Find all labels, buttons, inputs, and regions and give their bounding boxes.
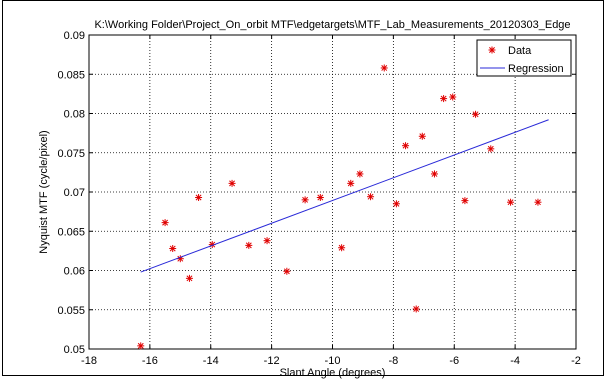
- y-tick-label: 0.065: [57, 226, 85, 238]
- legend-label-data: Data: [508, 45, 532, 57]
- data-point: [169, 245, 177, 253]
- data-point: [472, 110, 480, 118]
- data-point: [430, 170, 438, 178]
- y-tick-label: 0.075: [57, 148, 85, 160]
- legend: Data Regression: [476, 39, 572, 77]
- data-point: [412, 305, 420, 313]
- data-point: [185, 274, 193, 282]
- axis-ticks: -18 -16 -14 -12 -10 -8 -6 -4 -2 0.05 0.055 0.06 0.06…: [57, 30, 580, 367]
- data-point: [245, 241, 253, 249]
- x-tick-label: -8: [388, 355, 398, 367]
- data-point: [534, 198, 542, 206]
- data-point: [380, 64, 388, 72]
- data-point: [283, 267, 291, 275]
- series-layer: [137, 64, 549, 350]
- y-tick-label: 0.06: [64, 266, 85, 278]
- x-axis-label: Slant Angle (degrees): [280, 367, 386, 379]
- y-tick-label: 0.07: [64, 187, 85, 199]
- data-point: [392, 200, 400, 208]
- data-point: [487, 145, 495, 153]
- x-tick-label: -2: [571, 355, 581, 367]
- y-axis-label: Nyquist MTF (cycle/pixel): [38, 130, 50, 253]
- data-point: [316, 193, 324, 201]
- x-tick-label: -12: [264, 355, 280, 367]
- data-point: [338, 244, 346, 252]
- data-point: [440, 95, 448, 103]
- x-tick-label: -16: [142, 355, 158, 367]
- y-tick-label: 0.09: [64, 30, 85, 42]
- x-tick-label: -6: [449, 355, 459, 367]
- data-point: [402, 142, 410, 150]
- regression-line: [140, 119, 549, 273]
- data-point: [347, 179, 355, 187]
- data-point: [356, 170, 364, 178]
- data-point: [263, 237, 271, 245]
- legend-data-marker: [488, 46, 496, 54]
- legend-box: [476, 39, 572, 77]
- data-point: [228, 179, 236, 187]
- legend-label-regression: Regression: [508, 63, 564, 75]
- data-point: [137, 342, 145, 350]
- data-point: [161, 219, 169, 227]
- data-point: [195, 193, 203, 201]
- y-tick-label: 0.055: [57, 305, 85, 317]
- x-tick-label: -18: [81, 355, 97, 367]
- x-tick-label: -14: [203, 355, 219, 367]
- data-point: [461, 197, 469, 205]
- grid-lines: [89, 35, 576, 349]
- data-point: [367, 193, 375, 201]
- chart-title: K:\Working Folder\Project_On_orbit MTF\e…: [94, 19, 570, 31]
- data-point: [418, 132, 426, 140]
- y-tick-label: 0.085: [57, 69, 85, 81]
- data-point: [301, 196, 309, 204]
- y-tick-label: 0.08: [64, 109, 85, 121]
- x-tick-label: -10: [325, 355, 341, 367]
- data-point: [507, 198, 515, 206]
- data-point: [449, 93, 457, 101]
- legend-data-star: [488, 46, 496, 54]
- x-tick-label: -4: [510, 355, 520, 367]
- y-tick-label: 0.05: [64, 344, 85, 356]
